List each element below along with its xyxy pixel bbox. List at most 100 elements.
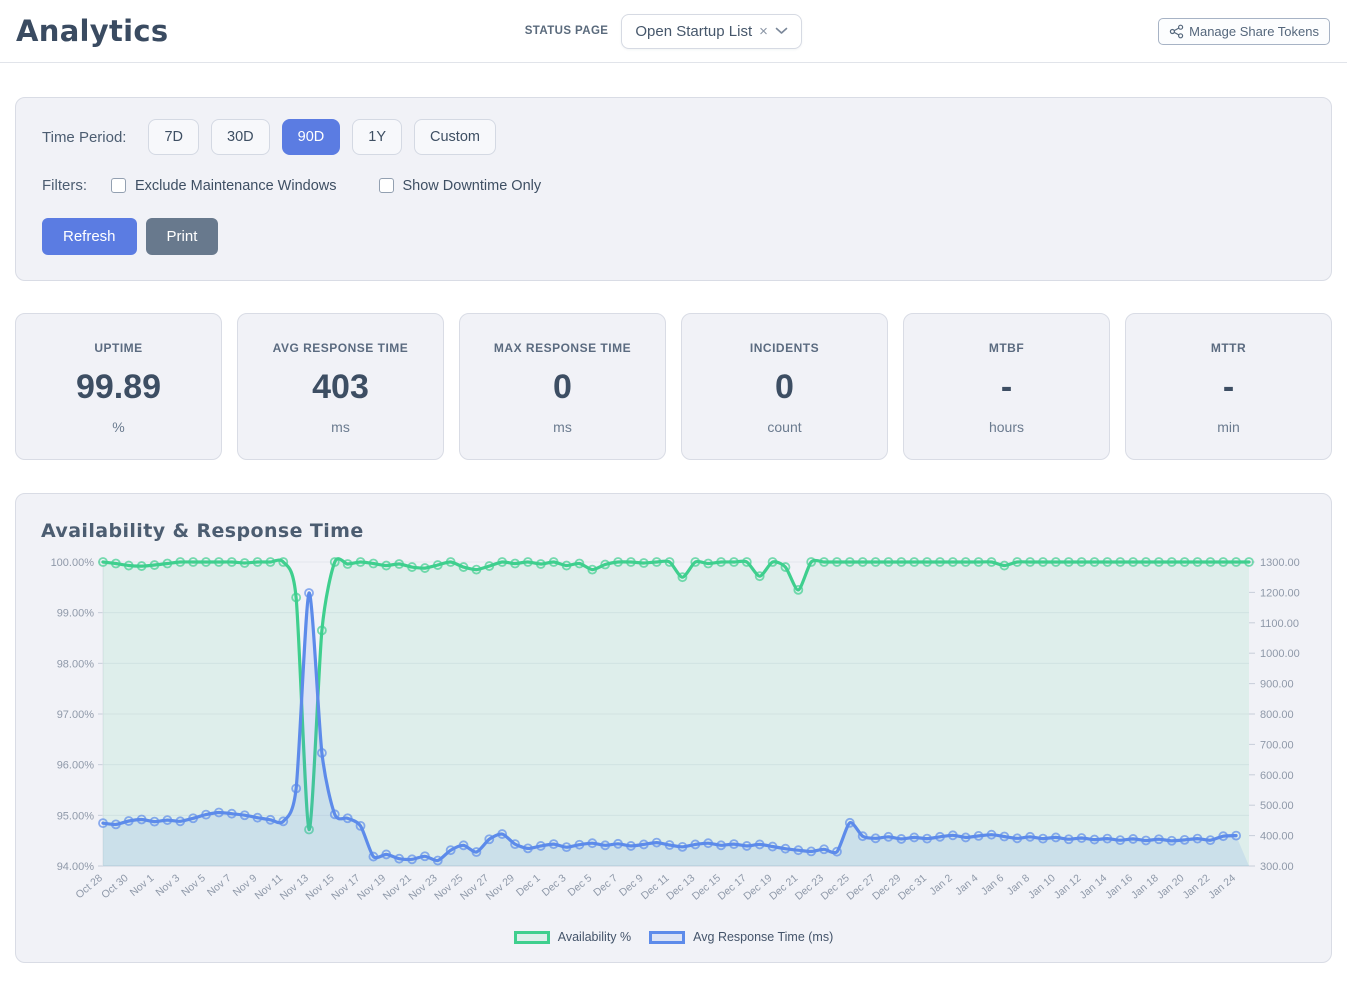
stat-unit: count [767, 419, 802, 435]
stat-value: 0 [553, 368, 572, 406]
stat-value: - [1000, 368, 1013, 406]
time-period-label: Time Period: [42, 128, 127, 146]
chart-legend: Availability % Avg Response Time (ms) [41, 930, 1306, 954]
legend-item-1[interactable]: Avg Response Time (ms) [649, 930, 833, 944]
svg-text:Jan 2: Jan 2 [927, 872, 955, 898]
checkbox-icon[interactable] [111, 178, 126, 193]
svg-text:Dec 5: Dec 5 [565, 872, 594, 899]
time-period-button-90d[interactable]: 90D [281, 119, 341, 155]
svg-text:Dec 1: Dec 1 [514, 872, 543, 899]
svg-text:Jan 16: Jan 16 [1103, 872, 1135, 902]
stat-label: MAX RESPONSE TIME [493, 341, 632, 355]
stat-card-avg-response-time: AVG RESPONSE TIME 403 ms [237, 313, 444, 460]
chart-panel: Availability & Response Time 100.00% 99.0… [15, 493, 1332, 963]
stats-row: UPTIME 99.89% AVG RESPONSE TIME 403 ms MAX RE… [15, 313, 1332, 460]
time-period-button-custom[interactable]: Custom [414, 119, 496, 155]
svg-text:Jan 12: Jan 12 [1052, 872, 1084, 902]
svg-text:Jan 22: Jan 22 [1180, 872, 1212, 902]
share-icon [1169, 24, 1184, 38]
checkbox-icon[interactable] [378, 178, 394, 193]
status-page-select[interactable]: Open Startup List × [621, 13, 802, 49]
svg-text:Nov 29: Nov 29 [484, 872, 517, 903]
stat-unit: min [1217, 419, 1240, 435]
svg-text:Jan 14: Jan 14 [1077, 872, 1109, 902]
legend-label: Availability % [557, 930, 632, 944]
stat-card-incidents: INCIDENTS 0 count [681, 313, 888, 460]
filter-checkbox-item-1[interactable]: Show Downtime Only [378, 178, 541, 194]
svg-text:400.00: 400.00 [1260, 831, 1294, 843]
stat-label: INCIDENTS [749, 341, 820, 355]
time-period-button-group: 7D 30D 90D 1Y Custom [148, 119, 507, 155]
svg-text:Nov 5: Nov 5 [179, 872, 208, 899]
status-page-label: STATUS PAGE [524, 25, 609, 37]
chart-title: Availability & Response Time [41, 520, 364, 542]
svg-text:Dec 3: Dec 3 [540, 872, 569, 899]
stat-unit: ms [331, 419, 350, 435]
stat-label: UPTIME [94, 341, 143, 355]
stat-label: MTTR [1210, 341, 1247, 355]
status-page-selected-value: Open Startup List [635, 22, 753, 40]
print-button[interactable]: Print [145, 218, 219, 255]
svg-text:1200.00: 1200.00 [1260, 587, 1300, 599]
svg-text:99.00%: 99.00% [57, 608, 95, 620]
svg-text:Jan 18: Jan 18 [1129, 872, 1161, 902]
svg-text:96.00%: 96.00% [57, 760, 95, 772]
svg-text:Nov 3: Nov 3 [153, 872, 182, 899]
svg-text:94.00%: 94.00% [57, 861, 95, 873]
stat-value: 403 [312, 368, 369, 406]
status-page-selector: STATUS PAGE Open Startup List × [168, 13, 1158, 49]
filter-checkbox-item-0[interactable]: Exclude Maintenance Windows [111, 178, 337, 194]
svg-text:900.00: 900.00 [1260, 679, 1294, 691]
stat-card-max-response-time: MAX RESPONSE TIME 0 ms [459, 313, 666, 460]
stat-unit: % [112, 419, 125, 435]
svg-text:Oct 30: Oct 30 [99, 872, 131, 901]
manage-share-tokens-label: Manage Share Tokens [1189, 23, 1319, 39]
time-period-button-1y[interactable]: 1Y [352, 119, 402, 155]
filters-row: Filters: Exclude Maintenance Windows Show… [42, 177, 1305, 194]
svg-text:Jan 20: Jan 20 [1155, 872, 1187, 902]
filters-label: Filters: [42, 177, 87, 194]
svg-text:1000.00: 1000.00 [1260, 648, 1300, 660]
svg-text:Jan 24: Jan 24 [1206, 872, 1238, 902]
svg-text:Nov 7: Nov 7 [205, 872, 234, 899]
svg-text:Jan 6: Jan 6 [979, 872, 1007, 898]
stat-card-mttr: MTTR - min [1125, 313, 1332, 460]
stat-value: 99.89 [75, 368, 162, 406]
svg-text:300.00: 300.00 [1260, 861, 1294, 873]
svg-text:Jan 4: Jan 4 [953, 872, 981, 898]
stat-value: - [1222, 368, 1235, 406]
stat-value: 0 [775, 368, 794, 406]
filters-panel: Time Period: 7D 30D 90D 1Y Custom Filters: E… [15, 97, 1332, 281]
legend-label: Avg Response Time (ms) [693, 930, 834, 944]
svg-text:Jan 10: Jan 10 [1026, 872, 1058, 902]
stat-card-uptime: UPTIME 99.89% [15, 313, 222, 460]
time-period-button-7d[interactable]: 7D [148, 119, 200, 155]
actions-row: Refresh Print [42, 218, 1305, 255]
filter-checkbox-label: Exclude Maintenance Windows [135, 177, 337, 194]
svg-text:700.00: 700.00 [1260, 739, 1294, 751]
clear-selection-icon[interactable]: × [759, 22, 768, 40]
stat-label: MTBF [988, 341, 1025, 355]
svg-text:98.00%: 98.00% [57, 658, 95, 670]
svg-text:Oct 28: Oct 28 [74, 872, 106, 901]
svg-text:95.00%: 95.00% [57, 810, 95, 822]
time-period-button-30d[interactable]: 30D [211, 119, 270, 155]
time-period-row: Time Period: 7D 30D 90D 1Y Custom [42, 119, 1305, 155]
legend-swatch [513, 930, 550, 944]
svg-text:100.00%: 100.00% [51, 557, 95, 569]
svg-text:800.00: 800.00 [1260, 709, 1294, 721]
legend-swatch [649, 930, 686, 944]
legend-item-0[interactable]: Availability % [513, 930, 632, 944]
header: Analytics STATUS PAGE Open Startup List … [0, 0, 1347, 63]
filter-checkbox-group: Exclude Maintenance Windows Show Downtime… [111, 178, 583, 194]
svg-text:97.00%: 97.00% [57, 709, 95, 721]
svg-text:600.00: 600.00 [1260, 770, 1294, 782]
refresh-button[interactable]: Refresh [42, 218, 137, 255]
availability-response-chart[interactable]: 100.00% 99.00% 98.00% 97.00% 96.00% 95.00% 94.… [41, 552, 1308, 930]
chevron-down-icon [775, 27, 788, 34]
manage-share-tokens-button[interactable]: Manage Share Tokens [1158, 17, 1330, 45]
svg-text:500.00: 500.00 [1260, 800, 1294, 812]
stat-unit: hours [988, 419, 1025, 435]
stat-unit: ms [553, 419, 572, 435]
stat-label: AVG RESPONSE TIME [272, 341, 409, 355]
